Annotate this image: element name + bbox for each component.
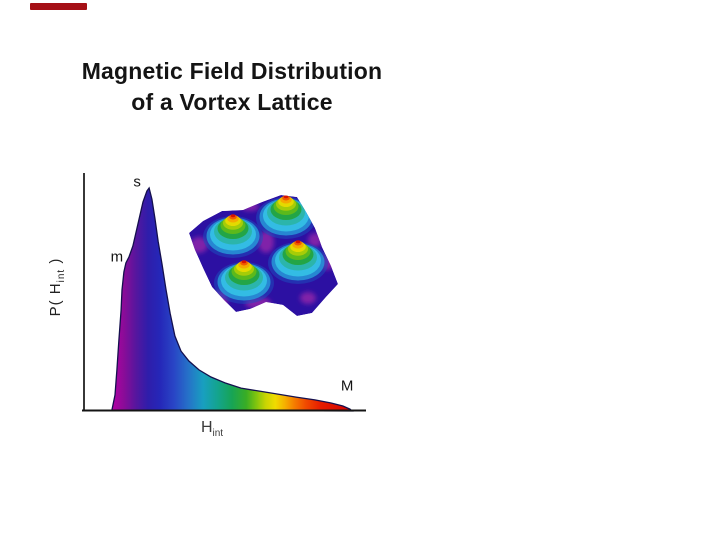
annotation-m: m [110, 248, 124, 266]
vortex-cones [203, 195, 328, 304]
field-distribution-curve [111, 186, 354, 412]
vortex-lattice-3d-surface [189, 195, 338, 316]
title-line-2: of a Vortex Lattice [131, 89, 333, 115]
slide-accent-bar [30, 3, 87, 10]
title-line-1: Magnetic Field Distribution [81, 58, 383, 84]
slide-title: Magnetic Field Distribution of a Vortex … [52, 56, 412, 118]
annotation-s: s [133, 173, 141, 191]
y-axis-label: P( Hint ) [47, 257, 67, 317]
x-axis-label: Hint [200, 418, 224, 440]
annotation-M: M [340, 377, 354, 395]
